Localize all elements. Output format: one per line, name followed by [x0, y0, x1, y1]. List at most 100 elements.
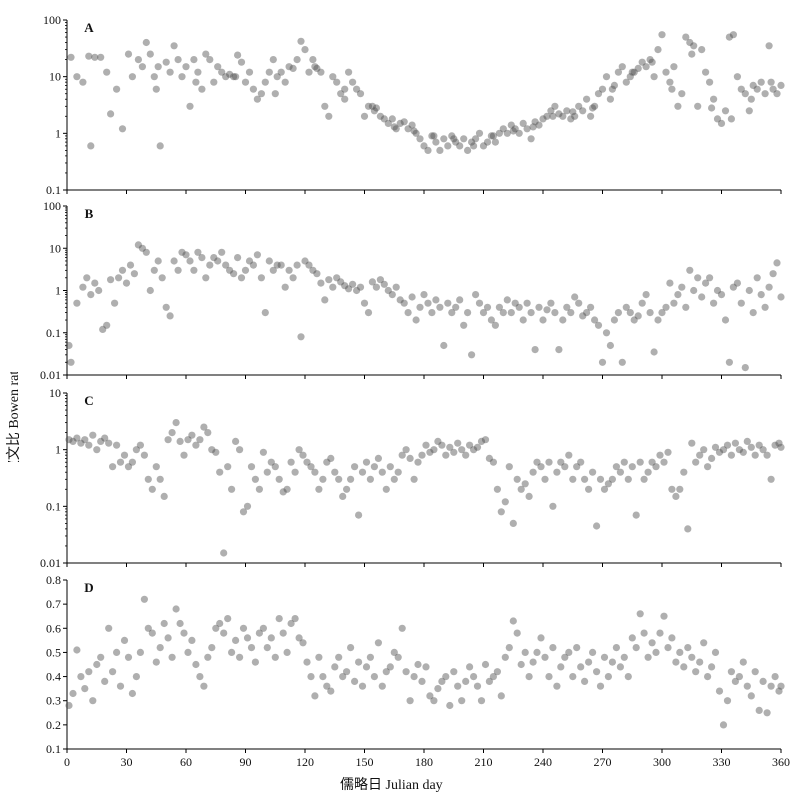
x-axis-label: 儒略日 Julian day — [340, 778, 443, 793]
panel-label-D: D — [84, 580, 93, 595]
data-point — [735, 673, 744, 681]
data-point — [678, 283, 686, 291]
data-point — [239, 508, 248, 516]
data-point — [366, 475, 374, 483]
data-point — [89, 431, 97, 439]
data-point — [176, 437, 184, 445]
data-point — [265, 257, 273, 265]
data-point — [204, 429, 212, 437]
data-point — [692, 668, 700, 676]
data-point — [765, 283, 773, 291]
data-point — [708, 104, 716, 112]
data-point — [370, 673, 378, 681]
data-point — [757, 78, 765, 86]
x-tick-label: 30 — [121, 755, 133, 769]
data-point — [743, 437, 751, 445]
data-point — [775, 687, 783, 695]
data-point — [458, 446, 466, 454]
data-point — [680, 663, 688, 671]
data-point — [156, 142, 164, 150]
data-point — [688, 439, 696, 447]
data-point — [654, 316, 662, 324]
data-point — [154, 63, 162, 71]
data-point — [128, 689, 136, 698]
data-point — [684, 525, 692, 533]
data-point — [410, 475, 418, 483]
data-point — [311, 692, 319, 700]
data-point — [239, 624, 248, 632]
data-point — [475, 299, 484, 307]
data-point — [67, 358, 75, 366]
data-point — [269, 56, 277, 64]
data-point — [698, 293, 706, 301]
data-point — [773, 90, 781, 98]
y-tick-label: 0.6 — [46, 621, 61, 635]
data-point — [277, 68, 285, 76]
data-point — [116, 458, 125, 466]
data-point — [765, 42, 773, 50]
data-point — [152, 658, 160, 666]
data-point — [224, 463, 232, 471]
data-point — [190, 266, 198, 274]
data-point — [684, 644, 692, 652]
data-point — [194, 68, 202, 76]
data-point — [394, 653, 402, 661]
data-point — [523, 299, 531, 307]
data-point — [487, 316, 495, 324]
data-point — [279, 629, 287, 637]
data-point — [672, 658, 680, 666]
data-point — [674, 291, 682, 299]
data-point — [468, 138, 476, 146]
data-point — [414, 660, 422, 669]
data-point — [519, 316, 527, 324]
data-point — [430, 446, 438, 454]
data-point — [200, 682, 208, 690]
data-point — [454, 682, 462, 690]
data-point — [606, 341, 615, 350]
data-point — [598, 358, 607, 366]
data-point — [456, 296, 464, 304]
data-point — [259, 624, 267, 632]
data-point — [101, 677, 109, 686]
data-point — [438, 441, 446, 449]
data-point — [307, 463, 315, 471]
data-point — [656, 629, 664, 637]
data-point — [83, 274, 91, 282]
data-point — [662, 68, 670, 76]
data-point — [567, 309, 575, 317]
data-point — [410, 127, 418, 135]
data-point — [166, 312, 174, 320]
data-point — [182, 251, 190, 259]
data-point — [640, 475, 648, 483]
data-point — [577, 663, 585, 671]
data-point — [325, 276, 333, 284]
data-point — [462, 451, 470, 459]
data-point — [224, 615, 232, 623]
data-point — [571, 293, 579, 301]
data-point — [232, 437, 240, 445]
data-point — [410, 673, 418, 681]
data-point — [380, 115, 388, 123]
data-point — [152, 463, 160, 471]
data-point — [715, 687, 724, 695]
data-point — [525, 673, 533, 681]
data-point — [688, 653, 696, 661]
data-point — [73, 73, 81, 81]
data-point — [682, 33, 690, 41]
data-point — [267, 458, 275, 466]
data-point — [513, 629, 521, 637]
data-point — [650, 73, 658, 81]
data-point — [719, 721, 728, 729]
y-tick-label: 0.4 — [46, 670, 61, 684]
data-point — [351, 677, 359, 686]
data-point — [265, 68, 273, 76]
data-point — [228, 648, 236, 657]
data-point — [192, 441, 200, 449]
data-point — [579, 312, 587, 320]
data-point — [420, 142, 428, 150]
data-point — [289, 274, 297, 282]
data-point — [531, 118, 539, 126]
y-tick-label: 1 — [55, 126, 61, 140]
data-point — [386, 463, 394, 471]
data-point — [539, 316, 547, 324]
